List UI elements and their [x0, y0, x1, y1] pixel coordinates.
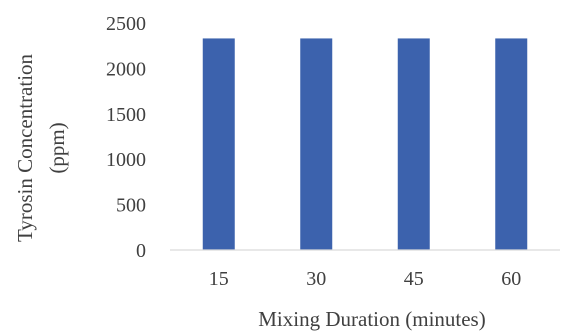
x-axis-tick-labels: 15 30 45 60 [209, 268, 522, 290]
y-tick-label: 1000 [106, 149, 146, 171]
x-tick-label: 15 [209, 268, 229, 290]
y-tick-label: 500 [116, 195, 146, 217]
x-axis-label: Mixing Duration (minutes) [258, 307, 485, 331]
y-tick-label: 0 [136, 240, 146, 262]
x-tick-label: 60 [501, 268, 521, 290]
y-axis-label-line-2: (ppm) [45, 122, 69, 173]
bars [202, 38, 528, 250]
bar-45 [397, 38, 430, 250]
bar-15 [202, 38, 235, 250]
y-tick-label: 2000 [106, 58, 146, 80]
y-axis-tick-labels: 0 500 1000 1500 2000 2500 [106, 13, 146, 262]
bar-60 [495, 38, 528, 250]
y-tick-label: 1500 [106, 104, 146, 126]
x-tick-label: 30 [306, 268, 326, 290]
y-tick-label: 2500 [106, 13, 146, 35]
x-tick-label: 45 [404, 268, 424, 290]
bar-30 [300, 38, 333, 250]
y-axis-label-line-1: Tyrosin Concentration [13, 53, 37, 242]
